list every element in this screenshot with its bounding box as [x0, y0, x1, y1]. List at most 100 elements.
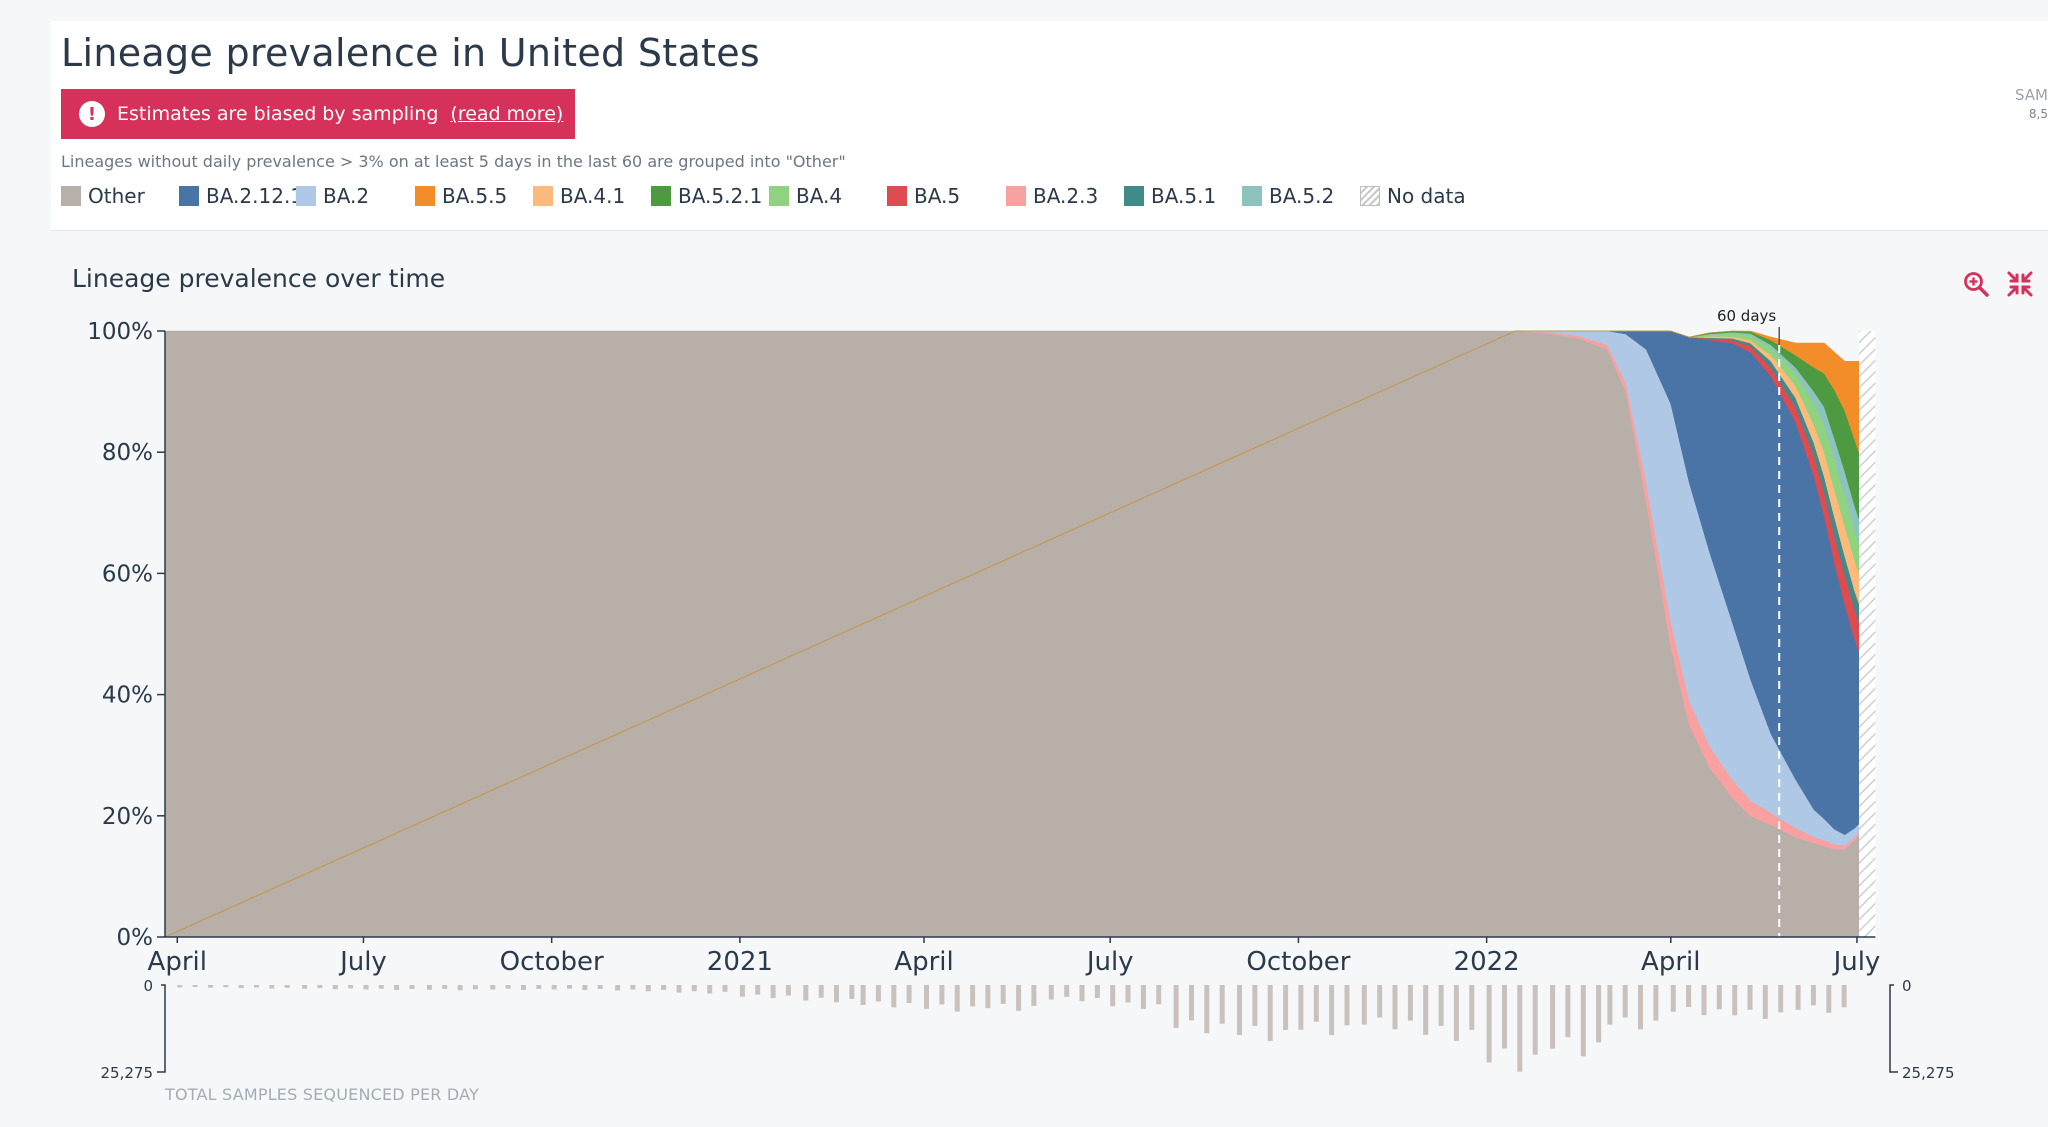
sample-bar	[1173, 985, 1179, 1028]
x-tick-label: July	[1085, 947, 1134, 977]
samples-caption: TOTAL SAMPLES SEQUENCED PER DAY	[165, 1085, 479, 1104]
legend-item-ba-2-3[interactable]: BA.2.3	[1006, 184, 1098, 208]
zoom-in-icon[interactable]	[1962, 270, 1990, 298]
legend-swatch	[533, 186, 553, 206]
y-tick-label: 20%	[102, 804, 153, 830]
x-tick-label: July	[1832, 947, 1881, 977]
sample-bar	[1344, 985, 1350, 1026]
sample-bar	[1125, 985, 1131, 1003]
legend-item-ba-5-5[interactable]: BA.5.5	[415, 184, 507, 208]
stacked-areas	[164, 330, 1876, 938]
legend-label: BA.5.1	[1151, 184, 1217, 208]
legend-item-ba-4-1[interactable]: BA.4.1	[533, 184, 625, 208]
x-tick-label: 2022	[1454, 947, 1520, 977]
sample-bar	[1423, 985, 1429, 1035]
collapse-arrows-icon[interactable]	[2006, 270, 2034, 298]
sample-bar	[238, 985, 244, 989]
legend-item-ba-2[interactable]: BA.2	[296, 184, 369, 208]
legend-item-ba-2-12-1[interactable]: BA.2.12.1	[179, 184, 303, 208]
sample-bar	[1826, 985, 1832, 1013]
sample-bar	[192, 985, 198, 987]
sample-bar	[1670, 985, 1676, 1012]
sample-bar	[1778, 985, 1784, 1013]
sixty-day-marker-label: 60 days	[1717, 307, 1776, 325]
legend-item-other[interactable]: Other	[61, 184, 145, 208]
sample-bar	[1716, 985, 1722, 1010]
x-tick-label: 2021	[707, 947, 773, 977]
sample-bar	[1701, 985, 1707, 1016]
sample-bar	[551, 985, 557, 990]
sample-bar	[1686, 985, 1692, 1007]
legend-swatch	[769, 186, 789, 206]
sample-bar	[521, 985, 526, 990]
samples-left-tick-max: 25,275	[101, 1064, 154, 1082]
y-tick-label: 40%	[102, 683, 153, 709]
samples-summary: SAM 8,5	[2008, 85, 2048, 123]
legend-swatch	[1360, 186, 1380, 206]
sample-bar	[177, 985, 183, 988]
sample-bar	[409, 985, 415, 989]
sample-bar	[891, 985, 897, 1008]
y-tick-label: 0%	[117, 925, 154, 951]
sample-bar	[1079, 985, 1085, 1002]
sample-bar	[860, 985, 866, 1005]
legend-item-ba-5-2-1[interactable]: BA.5.2.1	[651, 184, 762, 208]
samples-summary-value: 8,5	[2028, 107, 2048, 121]
sample-bar	[505, 985, 511, 989]
sample-bar	[1841, 985, 1847, 1008]
sample-bar	[582, 985, 588, 990]
sample-bar	[1622, 985, 1628, 1018]
sample-bar	[457, 985, 463, 991]
area-other[interactable]	[164, 330, 1860, 938]
sample-bar	[1094, 985, 1100, 998]
sample-bar	[1438, 985, 1444, 1026]
sample-bar	[1596, 985, 1602, 1043]
legend-label: BA.4	[796, 184, 843, 208]
sample-bar	[1550, 985, 1556, 1049]
x-tick-label: April	[894, 947, 953, 977]
legend-label: BA.2.3	[1033, 184, 1099, 208]
legend-label: BA.2	[323, 184, 370, 208]
sample-bar	[1486, 985, 1492, 1063]
sample-bar	[1283, 985, 1289, 1030]
sample-bar	[1237, 985, 1242, 1035]
sample-bar	[394, 985, 400, 990]
legend-item-ba-5-1[interactable]: BA.5.1	[1124, 184, 1216, 208]
sample-bar	[906, 985, 912, 1003]
sample-bar	[1298, 985, 1304, 1030]
banner-text: Estimates are biased by sampling	[117, 103, 439, 125]
legend-swatch	[415, 186, 435, 206]
page-title: Lineage prevalence in United States	[61, 31, 761, 75]
sample-bar	[490, 985, 496, 990]
sample-bar	[284, 985, 290, 988]
sample-bar	[317, 985, 323, 989]
sample-bar	[615, 985, 621, 991]
y-tick-label: 100%	[87, 319, 153, 345]
sample-bar	[1607, 985, 1613, 1025]
legend-item-ba-5[interactable]: BA.5	[887, 184, 960, 208]
sampling-bias-banner[interactable]: ! Estimates are biased by sampling (read…	[61, 89, 576, 139]
sample-bar	[1810, 985, 1816, 1006]
sample-bar	[223, 985, 229, 988]
sample-bar	[472, 985, 478, 990]
sample-bar	[536, 985, 542, 989]
legend-item-ba-4[interactable]: BA.4	[769, 184, 842, 208]
sample-bar	[1267, 985, 1273, 1041]
legend-item-ba-5-2[interactable]: BA.5.2	[1242, 184, 1334, 208]
y-tick-label: 80%	[102, 440, 153, 466]
sample-bar	[1016, 985, 1022, 1011]
prevalence-chart[interactable]: 60 days 0% 20% 40% 60% 80% 100% April July Octobe…	[0, 300, 2048, 980]
sample-bar	[970, 985, 976, 1007]
sample-bar	[1407, 985, 1413, 1021]
legend-item-no-data[interactable]: No data	[1360, 184, 1466, 208]
sample-bar	[1110, 985, 1116, 1007]
chart-title: Lineage prevalence over time	[72, 264, 446, 293]
alert-circle-icon: !	[79, 101, 105, 127]
samples-left-tick-zero: 0	[143, 977, 153, 995]
sample-bar	[1219, 985, 1225, 1024]
read-more-link[interactable]: (read more)	[450, 103, 564, 125]
lineage-legend: Other BA.2.12.1 BA.2 BA.5.5 BA.4.1 BA.5.2.1 BA…	[61, 184, 1561, 214]
samples-left-axis	[157, 984, 166, 1073]
legend-label: BA.4.1	[560, 184, 626, 208]
legend-swatch	[296, 186, 316, 206]
